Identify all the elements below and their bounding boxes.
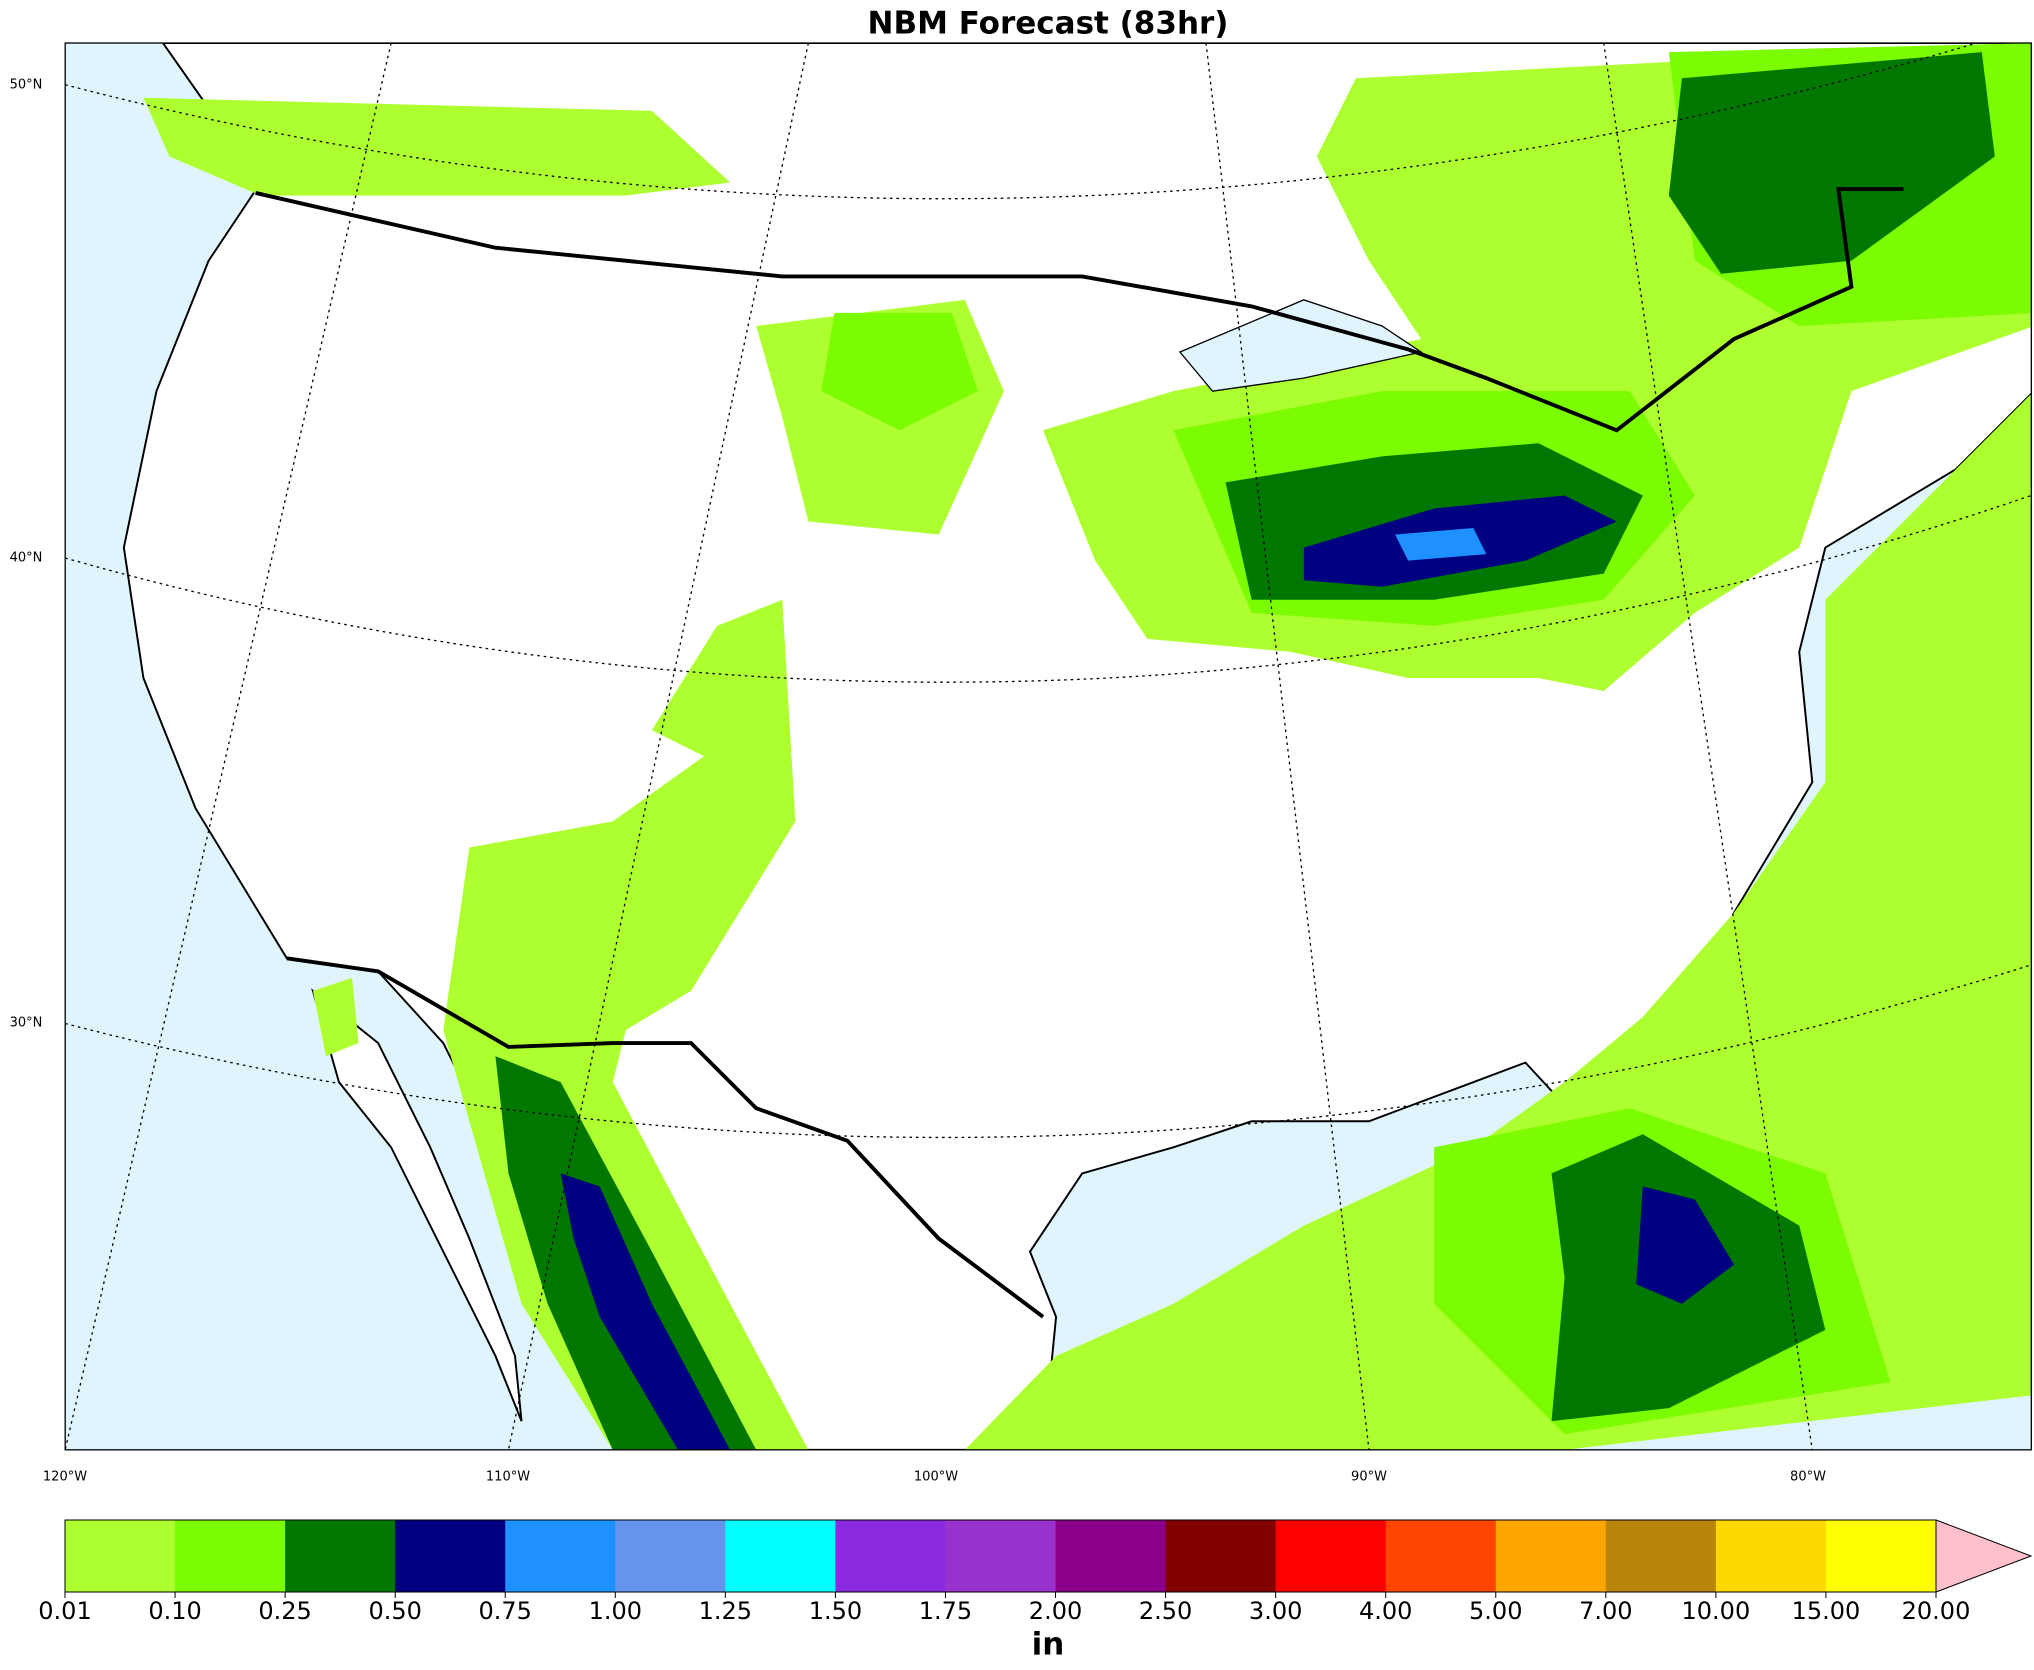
lon-label: 90°W [1351, 1470, 1387, 1485]
colorbar-box [1495, 1520, 1607, 1592]
lat-label: 40°N [10, 551, 43, 566]
lon-label: 100°W [914, 1470, 958, 1485]
colorbar-box [65, 1520, 176, 1592]
colorbar-tick-label: 0.10 [148, 1597, 201, 1625]
lon-label: 120°W [43, 1470, 87, 1485]
colorbar-tick-label: 1.00 [589, 1597, 642, 1625]
colorbar-tick-label: 1.25 [699, 1597, 752, 1625]
colorbar-frame [64, 1519, 1937, 1593]
colorbar-tick-label: 1.75 [919, 1597, 972, 1625]
colorbar-tick-label: 2.00 [1029, 1597, 1082, 1625]
lake [1178, 299, 1423, 392]
lon-label: 80°W [1790, 1470, 1826, 1485]
borders [255, 187, 1904, 1319]
colorbar-box [1165, 1520, 1277, 1592]
colorbar-tick-label: 15.00 [1792, 1597, 1861, 1625]
colorbar-box [1825, 1520, 1937, 1592]
colorbar-tick-label: 0.25 [258, 1597, 311, 1625]
precip-extreme [1395, 528, 1487, 561]
colorbar-tick-label: 1.50 [809, 1597, 862, 1625]
lon-label: 110°W [486, 1470, 530, 1485]
colorbar-extend [1935, 1519, 2033, 1593]
colorbar-box [1715, 1520, 1827, 1592]
colorbar-box [1275, 1520, 1387, 1592]
colorbar-box [175, 1520, 286, 1592]
colorbar-tick-label: 0.50 [368, 1597, 421, 1625]
colorbar-box [725, 1520, 836, 1592]
colorbar-box [1385, 1520, 1497, 1592]
colorbar-box [285, 1520, 396, 1592]
colorbar-tick-label: 0.75 [479, 1597, 532, 1625]
lat-label: 50°N [10, 78, 43, 93]
colorbar-label: in [1032, 1627, 1065, 1663]
map-title: NBM Forecast (83hr) [868, 6, 1229, 42]
colorbar-box [1605, 1520, 1717, 1592]
baja [311, 988, 523, 1422]
colorbar-box [615, 1520, 726, 1592]
colorbar-box [1055, 1520, 1167, 1592]
colorbar-tick-label: 2.50 [1139, 1597, 1192, 1625]
colorbar-tick-label: 3.00 [1249, 1597, 1302, 1625]
map [64, 42, 2032, 1451]
colorbar-box [835, 1520, 946, 1592]
colorbar-box [505, 1520, 616, 1592]
graticule [65, 43, 2032, 1450]
colorbar-box [395, 1520, 506, 1592]
colorbar-tick-label: 5.00 [1469, 1597, 1522, 1625]
colorbar-tick-label: 7.00 [1579, 1597, 1632, 1625]
colorbar-box [945, 1520, 1057, 1592]
colorbar-tick-label: 20.00 [1902, 1597, 1971, 1625]
colorbar-tick-label: 4.00 [1359, 1597, 1412, 1625]
colorbar-tick-label: 0.01 [38, 1597, 91, 1625]
colorbar-tick-label: 10.00 [1682, 1597, 1751, 1625]
map-frame [64, 42, 2032, 1451]
lat-label: 30°N [10, 1016, 43, 1031]
